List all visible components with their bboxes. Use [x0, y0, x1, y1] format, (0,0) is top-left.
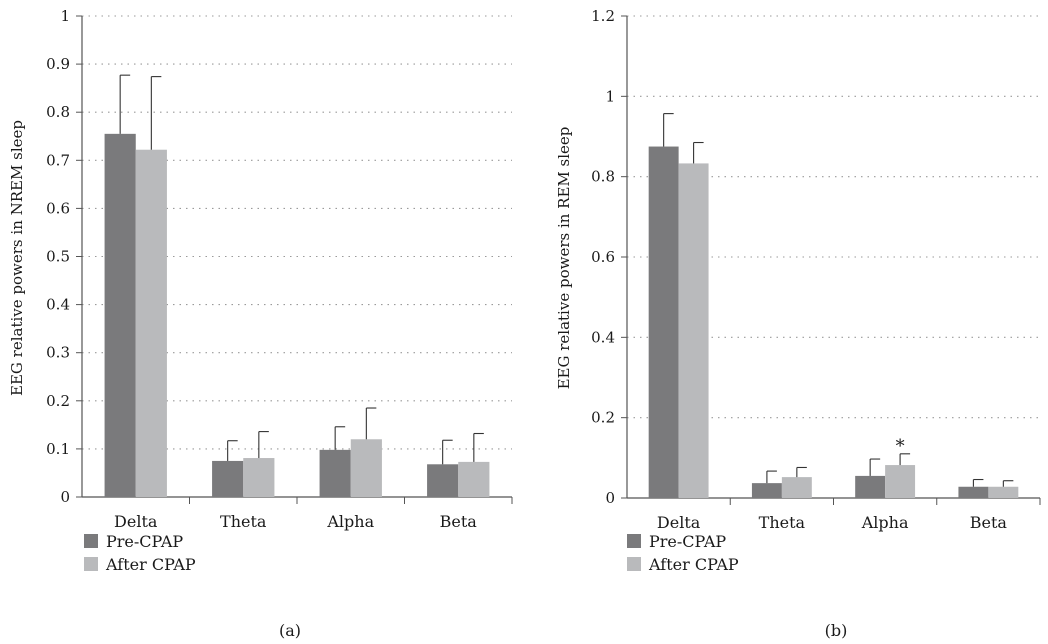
y-tick-label: 0.6: [46, 199, 70, 217]
y-tick-label: 0.2: [46, 392, 70, 410]
y-tick-label: 0.4: [591, 328, 615, 346]
y-tick-label: 0.1: [46, 440, 70, 458]
bar-pre-cpap-alpha: [855, 475, 886, 498]
bar-after-cpap-alpha: [885, 465, 916, 498]
chart-panel-a: 0 0.1 0.2 0.3 0.4 0.5 0.6 0.7 0.8 0.9 1 EEG relativ…: [8, 7, 513, 640]
bar-after-cpap-beta: [988, 486, 1019, 498]
bar-pre-cpap-theta: [751, 483, 782, 498]
bar-pre-cpap-beta: [427, 464, 459, 497]
y-tick-label: 0.4: [46, 296, 70, 314]
y-tick-label: 0.9: [46, 55, 70, 73]
legend-label: Pre-CPAP: [106, 532, 183, 551]
bar-after-cpap-theta: [781, 477, 812, 498]
x-tick-label: Beta: [440, 512, 478, 531]
x-tick-label: Theta: [759, 513, 806, 532]
bar-pre-cpap-beta: [958, 486, 989, 498]
bar-pre-cpap-theta: [212, 460, 244, 497]
y-tick-label: 0.3: [46, 344, 70, 362]
bar-pre-cpap-delta: [648, 146, 679, 498]
x-tick-label: Alpha: [326, 512, 374, 531]
x-tick-label: Delta: [657, 513, 701, 532]
bar-after-cpap-delta: [678, 163, 709, 498]
y-tick-label: 0.8: [591, 168, 615, 186]
x-tick-label: Beta: [970, 513, 1008, 532]
y-tick-label: 0.5: [46, 248, 70, 266]
y-tick-label: 0.2: [591, 409, 615, 427]
chart-panel-b: 0 0.2 0.4 0.6 0.8 1 1.2 EEG relative powers in …: [555, 7, 1041, 640]
y-tick-label: 1: [60, 7, 70, 25]
x-tick-label: Delta: [114, 512, 158, 531]
y-tick-label: 0.7: [46, 151, 70, 169]
panel-caption: (b): [825, 621, 848, 640]
bar-after-cpap-theta: [243, 458, 275, 497]
legend-label: After CPAP: [105, 555, 196, 574]
legend-swatch: [627, 534, 641, 548]
bar-after-cpap-beta: [458, 461, 490, 497]
legend-label: Pre-CPAP: [649, 532, 726, 551]
x-tick-label: Alpha: [861, 513, 909, 532]
y-tick-label: 0.8: [46, 103, 70, 121]
bar-after-cpap-alpha: [350, 439, 382, 497]
significance-marker: *: [896, 436, 905, 457]
y-tick-label: 0: [605, 489, 615, 507]
legend-swatch: [84, 534, 98, 548]
bar-pre-cpap-delta: [104, 133, 136, 497]
legend-swatch: [84, 557, 98, 571]
y-tick-label: 0.6: [591, 248, 615, 266]
panel-caption: (a): [279, 621, 301, 640]
bar-pre-cpap-alpha: [319, 449, 351, 497]
y-tick-label: 1: [605, 87, 615, 105]
bar-after-cpap-delta: [135, 149, 167, 497]
y-tick-label: 0: [60, 488, 70, 506]
legend-label: After CPAP: [648, 555, 739, 574]
x-tick-label: Theta: [220, 512, 267, 531]
y-axis-label: EEG relative powers in REM sleep: [555, 127, 573, 390]
legend-swatch: [627, 557, 641, 571]
y-tick-label: 1.2: [591, 7, 615, 25]
y-axis-label: EEG relative powers in NREM sleep: [8, 120, 26, 396]
